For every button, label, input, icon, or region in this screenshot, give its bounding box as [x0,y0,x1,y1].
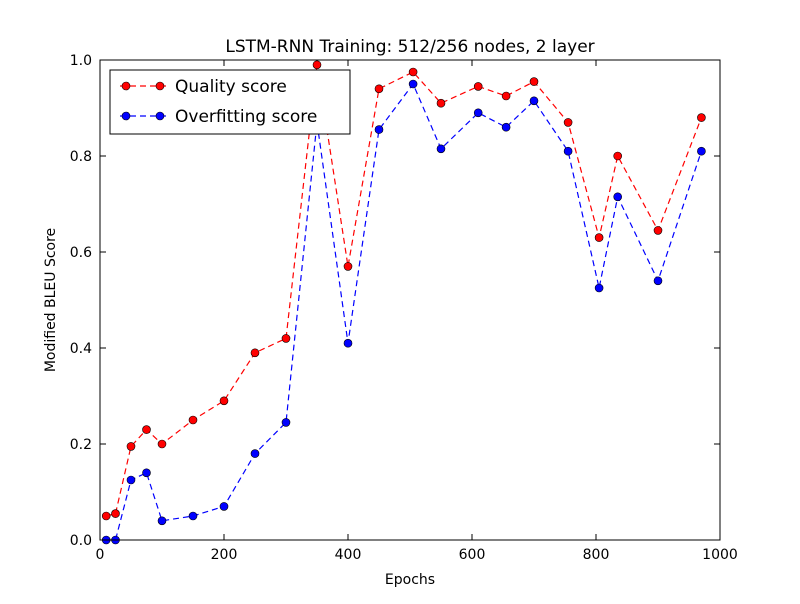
series-1-point [529,96,539,106]
series-0-point [343,262,353,271]
y-tick-label: 1.0 [70,53,92,69]
series-0-point [142,425,151,434]
series-1-point [594,283,604,293]
y-tick-label: 0.4 [70,341,92,357]
y-axis-label: Modified BLEU Score [43,228,59,372]
series-1-point [188,511,198,521]
series-0-point [613,151,623,161]
y-axis: 0.0 0.2 0.4 0.6 0.8 1.0 [70,53,720,549]
y-tick-label: 0.8 [70,149,92,165]
x-tick-label: 1000 [702,547,738,563]
legend-marker-quality [155,81,165,91]
series-0-point [563,118,573,127]
series-0-point [529,77,539,86]
series-1-point [126,475,136,485]
series-1-point [697,146,706,156]
series-line-1 [106,82,702,541]
series-1-point [473,108,483,118]
x-tick-label: 400 [335,547,362,563]
x-axis-label: Epochs [385,572,435,588]
series-1-point [250,449,260,458]
series-0-point [697,113,706,122]
series-0-point [126,442,136,451]
y-tick-label: 0.6 [70,245,92,261]
series-0-point [188,415,198,425]
chart-title: LSTM-RNN Training: 512/256 nodes, 2 laye… [225,37,594,57]
legend-box [109,69,351,135]
legend-marker-quality [121,81,131,91]
series-1-point [613,192,623,202]
series-line-0 [106,64,702,517]
series-0-point [157,439,167,449]
series-0-point [219,396,229,406]
y-tick-label: 0.2 [70,437,92,453]
series-1-point [436,144,446,154]
series-0-point [281,334,291,343]
series-1-point [374,125,384,134]
x-axis: 0 200 400 600 800 1000 [96,60,738,563]
series-1-point [343,338,353,348]
series-0-point [312,60,322,70]
plot-layer [101,60,706,545]
legend-marker-overfitting [155,111,165,121]
series-1-point [219,502,229,511]
series-0-point [473,82,483,91]
series-0-point [408,67,418,77]
series-1-point [142,468,151,478]
series-1-point [501,122,511,132]
legend-label-quality: Quality score [175,77,287,97]
series-1-point [157,516,167,526]
series-0-point [594,233,604,242]
series-0-point [501,91,511,101]
series-0-point [374,84,384,94]
series-0-point [111,509,120,518]
series-1-point [653,276,663,286]
legend-label-overfitting: Overfitting score [175,107,317,127]
plot-frame [99,59,721,541]
series-0-point [101,511,111,521]
x-tick-label: 0 [96,547,105,563]
series-1-point [563,146,573,156]
series-0-point [436,98,446,108]
legend-marker-overfitting [121,111,131,121]
x-tick-label: 600 [459,547,486,563]
x-tick-label: 200 [211,547,238,563]
x-tick-label: 800 [583,547,610,563]
series-0-point [250,348,260,358]
series-1-point [281,418,291,427]
legend: Quality score Overfitting score [109,69,351,135]
series-0-point [653,226,663,235]
series-1-point [408,79,418,89]
y-tick-label: 0.0 [70,533,92,549]
